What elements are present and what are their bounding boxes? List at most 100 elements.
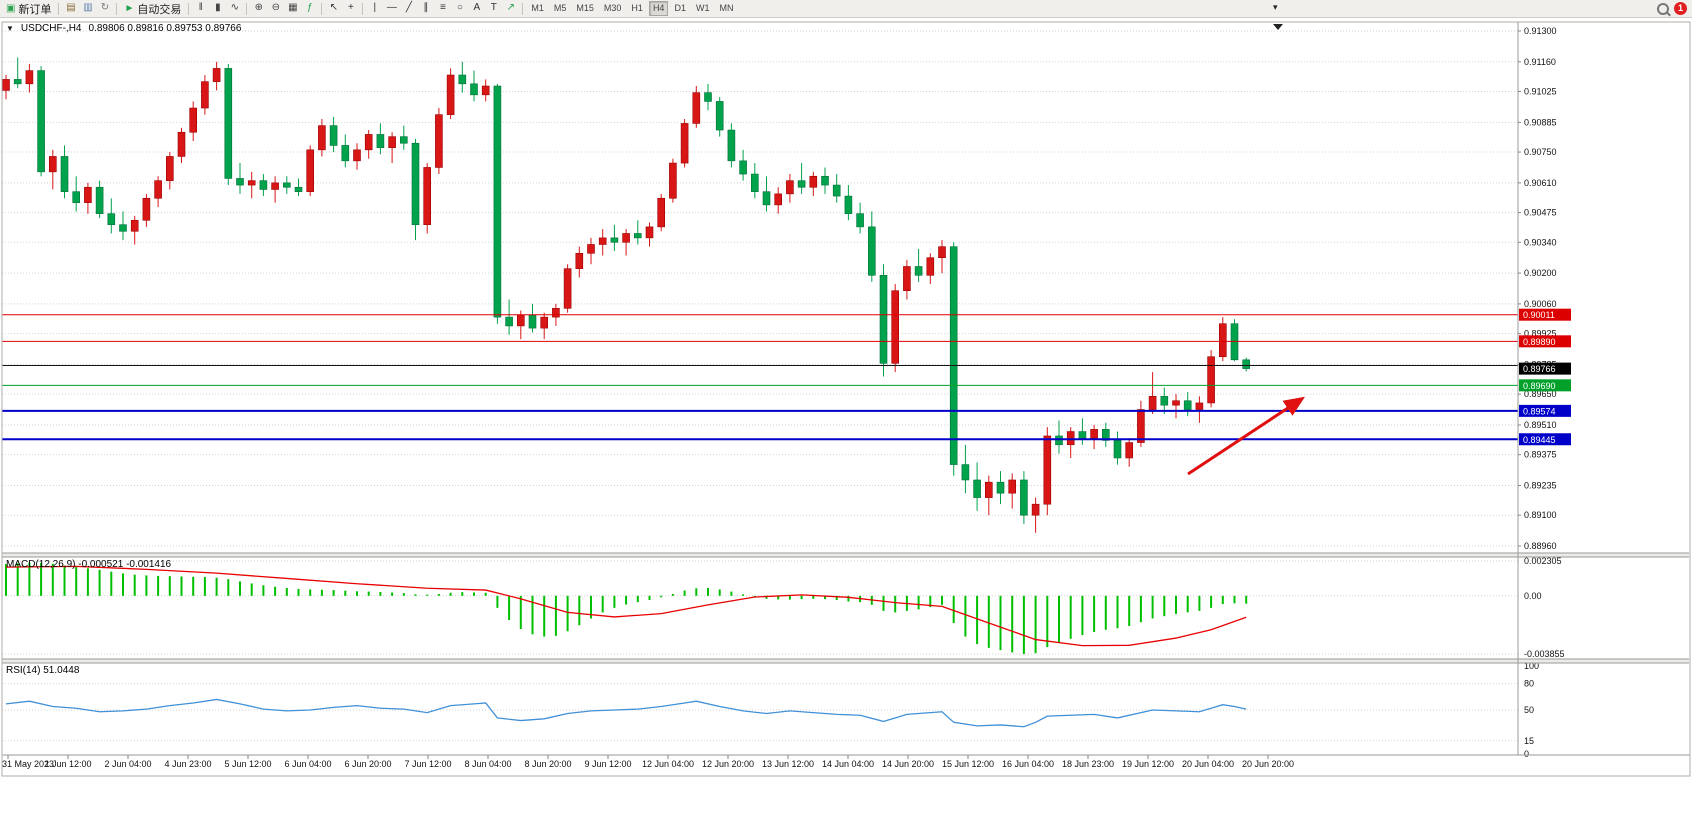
zoom-in-icon[interactable]: ⊕	[254, 2, 264, 13]
svg-text:0.91300: 0.91300	[1524, 26, 1557, 36]
svg-text:0.002305: 0.002305	[1524, 556, 1562, 566]
timeframe-h4-button[interactable]: H4	[648, 1, 669, 16]
svg-text:12 Jun 20:00: 12 Jun 20:00	[702, 759, 754, 769]
new-order-button[interactable]: ▣ 新订单	[2, 1, 55, 17]
notification-badge[interactable]: 1	[1674, 2, 1687, 15]
svg-text:9 Jun 12:00: 9 Jun 12:00	[584, 759, 631, 769]
trendline-icon[interactable]: ╱	[405, 2, 412, 13]
refresh-icon[interactable]: ↻	[100, 2, 110, 13]
timeframe-m15-button[interactable]: M15	[576, 3, 594, 13]
toolbar-overflow-icon[interactable]: ▾	[1273, 2, 1278, 12]
timeframe-m5-button[interactable]: M5	[553, 3, 567, 13]
svg-text:-0.003855: -0.003855	[1524, 649, 1565, 659]
svg-text:0.90340: 0.90340	[1524, 237, 1557, 247]
one-click-trading-toggle-icon[interactable]: ▼	[6, 24, 14, 33]
timeframe-m30-button[interactable]: M30	[603, 3, 622, 13]
timeframe-w1-button[interactable]: W1	[695, 3, 710, 13]
crosshair-icon[interactable]: +	[347, 2, 354, 13]
svg-text:0.90200: 0.90200	[1524, 268, 1557, 278]
svg-text:4 Jun 23:00: 4 Jun 23:00	[164, 759, 211, 769]
chart-title: ▼ USDCHF-,H4 0.89806 0.89816 0.89753 0.8…	[6, 23, 241, 34]
svg-text:0.00: 0.00	[1524, 591, 1542, 601]
timeframe-m1-button[interactable]: M1	[531, 3, 544, 13]
svg-text:0.89375: 0.89375	[1524, 450, 1557, 460]
toolbar-right-group: 1	[1657, 2, 1687, 15]
svg-text:19 Jun 12:00: 19 Jun 12:00	[1122, 759, 1174, 769]
svg-text:8 Jun 20:00: 8 Jun 20:00	[524, 759, 571, 769]
cursor-icon[interactable]: ↖	[329, 2, 339, 13]
search-icon[interactable]	[1657, 2, 1669, 15]
toolbar-items: ▣ 新订单 ▤ ▥ ↻ ► 自动交易 ǁ ▮ ∿ ⊕ ⊖ ▦ ƒ ↖ + | — ╱ ∥ ≡ ○ A T ↗ M1 M5 M15 M30…	[2, 0, 738, 17]
text-tool-icon[interactable]: A	[473, 2, 481, 13]
timeframe-d1-button[interactable]: D1	[674, 3, 686, 13]
chart-window: 0.002305 0.00 -0.003855 100 80 50 15 0 31 May 20…	[0, 18, 1692, 839]
trend-arrow-annotation[interactable]	[1187, 396, 1306, 476]
svg-text:0.90885: 0.90885	[1524, 117, 1557, 127]
toolbar-separator	[246, 2, 248, 15]
svg-text:0: 0	[1524, 749, 1529, 759]
toolbar-separator	[188, 2, 190, 15]
svg-text:1 Jun 12:00: 1 Jun 12:00	[44, 759, 91, 769]
main-price-panel[interactable]	[2, 30, 1518, 547]
timeframe-mn-button[interactable]: MN	[719, 3, 734, 13]
auto-trading-button[interactable]: ► 自动交易	[120, 1, 185, 17]
svg-text:80: 80	[1524, 679, 1534, 689]
svg-text:6 Jun 04:00: 6 Jun 04:00	[284, 759, 331, 769]
macd-panel[interactable]	[2, 560, 1518, 655]
market-watch-icon[interactable]: ▤	[66, 2, 76, 13]
svg-text:0.90475: 0.90475	[1524, 208, 1557, 218]
svg-text:0.89650: 0.89650	[1524, 389, 1557, 399]
zoom-out-icon[interactable]: ⊖	[271, 2, 281, 13]
tile-windows-icon[interactable]: ▦	[288, 2, 298, 13]
macd-indicator-label: MACD(12,26,9) -0.000521 -0.001416	[6, 559, 172, 570]
svg-text:14 Jun 20:00: 14 Jun 20:00	[882, 759, 934, 769]
arrows-tool-icon[interactable]: ↗	[506, 2, 516, 13]
svg-text:0.90610: 0.90610	[1524, 178, 1557, 188]
svg-text:15: 15	[1524, 736, 1534, 746]
shapes-icon[interactable]: ○	[456, 2, 463, 13]
auto-trading-label: 自动交易	[137, 3, 182, 16]
line-chart-icon[interactable]: ∿	[230, 2, 240, 13]
candlestick-chart-icon[interactable]: ▮	[215, 2, 221, 13]
svg-text:0.89445: 0.89445	[1523, 435, 1556, 445]
svg-text:0.89100: 0.89100	[1524, 510, 1557, 520]
toolbar-separator	[522, 2, 524, 15]
toolbar-separator	[116, 2, 118, 15]
indicators-icon[interactable]: ƒ	[307, 2, 313, 13]
toolbar-separator	[58, 2, 60, 15]
svg-text:0.89925: 0.89925	[1524, 329, 1557, 339]
svg-text:0.89235: 0.89235	[1524, 480, 1557, 490]
svg-text:20 Jun 20:00: 20 Jun 20:00	[1242, 759, 1294, 769]
svg-text:13 Jun 12:00: 13 Jun 12:00	[762, 759, 814, 769]
price-chart-canvas[interactable]: 0.002305 0.00 -0.003855 100 80 50 15 0 31 May 20…	[0, 18, 1692, 839]
svg-text:0.90750: 0.90750	[1524, 147, 1557, 157]
new-order-label: 新订单	[18, 3, 52, 16]
horizontal-line-icon[interactable]: —	[386, 2, 397, 13]
svg-text:100: 100	[1524, 661, 1539, 671]
rsi-panel[interactable]	[2, 683, 1518, 742]
svg-text:16 Jun 04:00: 16 Jun 04:00	[1002, 759, 1054, 769]
timeframe-h1-button[interactable]: H1	[631, 3, 643, 13]
svg-text:50: 50	[1524, 705, 1534, 715]
chart-shift-marker-icon[interactable]	[1273, 24, 1283, 30]
svg-text:0.89690: 0.89690	[1523, 381, 1556, 391]
annotations[interactable]	[1187, 24, 1306, 476]
svg-text:5 Jun 12:00: 5 Jun 12:00	[224, 759, 271, 769]
auto-trading-icon: ►	[124, 3, 135, 14]
new-order-icon: ▣	[6, 3, 16, 14]
data-window-icon[interactable]: ▥	[83, 2, 93, 13]
svg-text:0.88960: 0.88960	[1524, 541, 1557, 551]
chart-symbol-period: USDCHF-,H4	[20, 23, 82, 34]
svg-text:0.89766: 0.89766	[1523, 364, 1556, 374]
svg-text:0.89574: 0.89574	[1523, 406, 1556, 416]
svg-text:7 Jun 12:00: 7 Jun 12:00	[404, 759, 451, 769]
axes: 0.002305 0.00 -0.003855 100 80 50 15 0 31 May 20…	[1, 21, 1691, 777]
toolbar: ▣ 新订单 ▤ ▥ ↻ ► 自动交易 ǁ ▮ ∿ ⊕ ⊖ ▦ ƒ ↖ + | — ╱ ∥ ≡ ○ A T ↗ M1 M5 M15 M30…	[0, 0, 1692, 18]
text-label-icon[interactable]: T	[490, 2, 497, 13]
svg-text:0.89890: 0.89890	[1523, 337, 1556, 347]
fibonacci-icon[interactable]: ≡	[439, 2, 446, 13]
channel-icon[interactable]: ∥	[423, 2, 429, 13]
svg-text:0.91160: 0.91160	[1524, 57, 1556, 67]
vertical-line-icon[interactable]: |	[373, 2, 377, 13]
bar-chart-icon[interactable]: ǁ	[198, 2, 203, 13]
